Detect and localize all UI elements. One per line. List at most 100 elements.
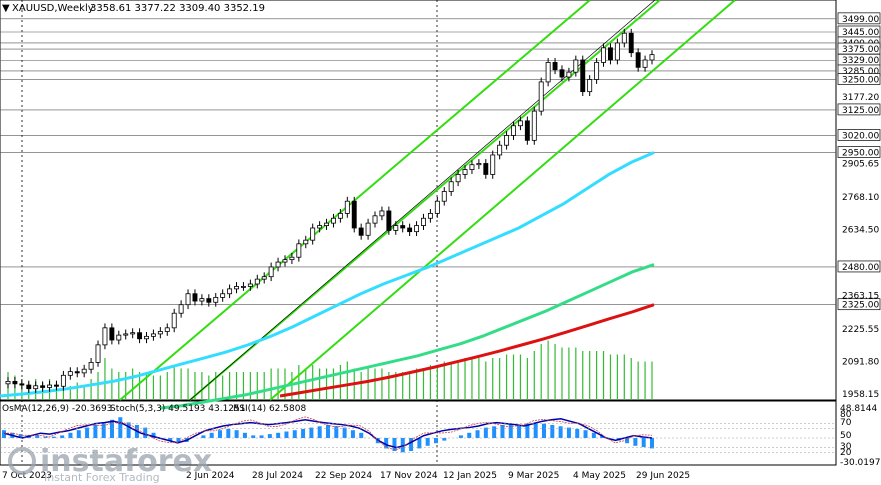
candle-body [476, 163, 482, 166]
candle-body [427, 212, 433, 219]
osma-bar [508, 423, 513, 438]
candle-body [344, 200, 350, 214]
candle-body [587, 79, 593, 93]
candle-body [462, 169, 468, 175]
candle-body [206, 298, 212, 303]
osma-bar [209, 432, 214, 438]
candle-body [621, 32, 627, 44]
osma-bar [392, 438, 397, 451]
time-tick-label: 29 Jun 2025 [636, 471, 690, 481]
candle-body [282, 259, 288, 263]
candle-body [386, 210, 392, 231]
candle-body [178, 304, 184, 314]
price-tick-label: 2950.00 [842, 149, 879, 159]
osma-bar [334, 426, 339, 438]
candle-body [261, 276, 267, 280]
osma-bar [409, 438, 414, 451]
candle-body [192, 293, 198, 302]
candle-body [358, 227, 364, 236]
candle-body [60, 374, 66, 387]
candle-body [240, 286, 246, 288]
candle-body [47, 384, 53, 388]
indicator-tick-label: 70 [840, 418, 852, 428]
time-tick-label: 12 Jan 2025 [443, 471, 497, 481]
candle-body [545, 62, 551, 83]
osma-bar [151, 432, 156, 438]
price-axis: 3499.003445.003400.003375.003329.003285.… [837, 12, 881, 400]
candle-body [185, 293, 191, 306]
chart-ohlc: 3358.61 3377.22 3309.40 3352.19 [90, 3, 265, 14]
candle-body [504, 135, 510, 146]
price-tick-label: 3125.00 [842, 106, 879, 116]
watermark-tagline: Instant Forex Trading [44, 471, 160, 484]
candle-body [400, 225, 406, 229]
osma-bar [118, 417, 123, 438]
candle-body [559, 69, 565, 78]
osma-bar [641, 438, 646, 448]
osma-bar [317, 426, 322, 438]
candle-body [26, 384, 32, 390]
candle-body [317, 225, 323, 229]
candle-body [310, 227, 316, 241]
price-tick-label: 2905.65 [842, 159, 879, 169]
candle-body [247, 283, 253, 287]
candle-body [150, 333, 156, 337]
time-tick-label: 28 Jul 2024 [252, 471, 303, 481]
candle-body [213, 296, 219, 303]
price-tick-label: 3285.00 [842, 67, 879, 77]
candle-body [441, 191, 447, 202]
osma-bar [591, 432, 596, 438]
osma-bar [558, 426, 563, 438]
osma-bar [85, 427, 90, 438]
candle-body [88, 361, 94, 370]
candle-body [40, 385, 46, 388]
price-tick-label: 3177.20 [842, 93, 879, 103]
price-tick-label: 3250.00 [842, 75, 879, 85]
candle-body [497, 144, 503, 156]
candle-body [19, 383, 25, 386]
channel-line-0 [119, 0, 591, 401]
osma-bar [101, 422, 106, 438]
osma-bar [242, 432, 247, 438]
candle-body [628, 32, 634, 54]
osma-bar [168, 438, 173, 441]
indicator-tick-label: 20 [840, 448, 852, 458]
candle-body [511, 125, 516, 136]
candle-body [448, 181, 454, 192]
price-tick-label: 2091.80 [842, 357, 879, 367]
price-tick-label: 3499.00 [842, 15, 879, 25]
osma-bar [417, 438, 422, 449]
time-tick-label: 17 Nov 2024 [380, 471, 438, 481]
osma-bar [259, 435, 264, 438]
price-tag-box [837, 260, 881, 273]
osma-bar [517, 425, 522, 438]
osma-bar [276, 432, 281, 438]
candle-body [199, 298, 205, 302]
candle-body [531, 110, 537, 141]
osma-bar [583, 430, 588, 438]
price-tick-label: 2768.10 [842, 193, 879, 203]
osma-bar [18, 434, 23, 438]
osma-bar [93, 425, 98, 438]
candle-body [164, 327, 170, 332]
indicator-tick-label: 50 [840, 431, 852, 441]
stoch-signal-line [3, 416, 653, 451]
price-tick-label: 2225.55 [842, 325, 879, 335]
instaforex-logo: instaforex Instant Forex Trading [8, 444, 212, 484]
time-tick-label: 22 Sep 2024 [315, 471, 372, 481]
time-tick-label: 2 Jun 2024 [186, 471, 235, 481]
osma-bar [550, 425, 555, 438]
candle-body [614, 42, 620, 61]
chart-header-arrow-icon[interactable]: ▼ [2, 3, 10, 14]
osma-bar [301, 428, 306, 438]
candle-body [116, 334, 122, 341]
price-tick-label: 3329.00 [842, 56, 879, 66]
candle-body [54, 384, 59, 387]
moving-averages [0, 151, 655, 410]
time-tick-label: 9 Mar 2025 [508, 471, 559, 481]
osma-bar [226, 428, 231, 438]
ma-slow-line [279, 303, 655, 398]
candle-body [171, 312, 177, 329]
